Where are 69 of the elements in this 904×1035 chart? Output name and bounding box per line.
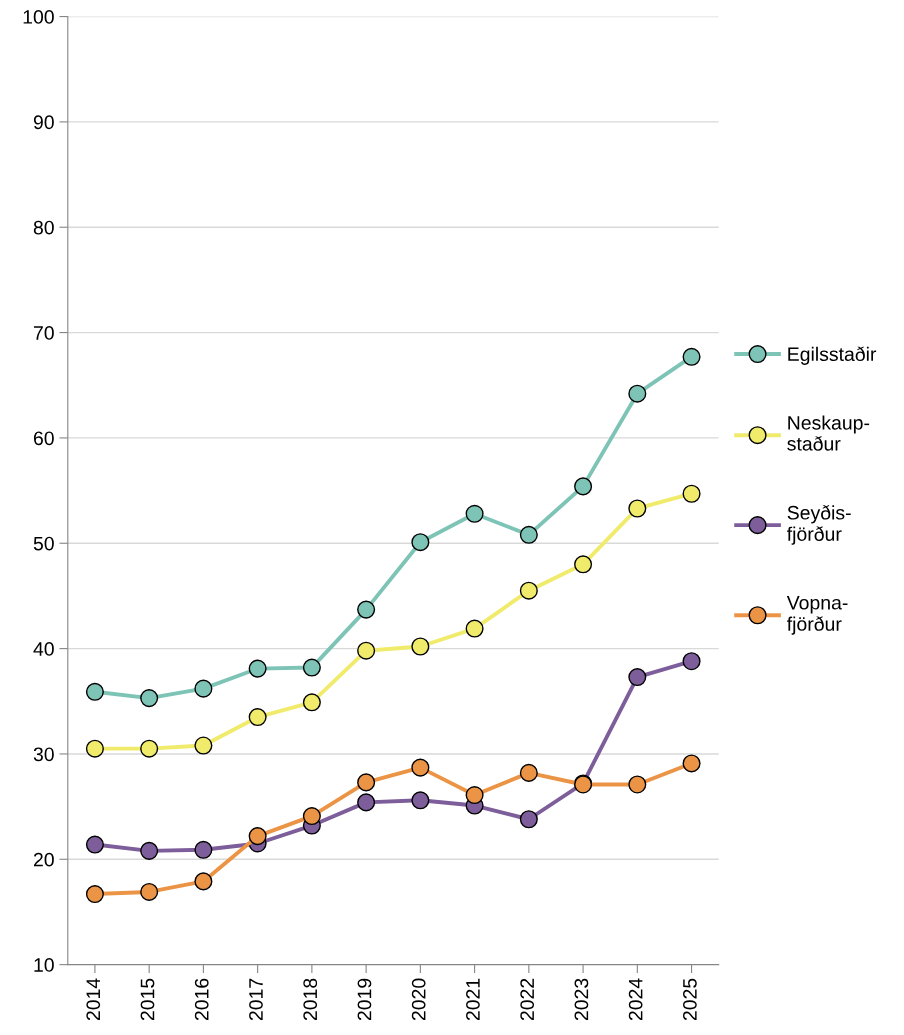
x-tick-label: 2016 <box>194 978 209 1021</box>
point <box>628 668 647 687</box>
point <box>411 791 430 810</box>
point <box>194 736 213 755</box>
x-tick-label: 2015 <box>140 978 155 1021</box>
point <box>628 384 647 403</box>
point <box>194 872 213 891</box>
point <box>140 841 159 860</box>
y-tick-label: 50 <box>33 536 54 551</box>
point <box>682 484 701 503</box>
point <box>302 693 321 712</box>
point <box>248 827 267 846</box>
legend-label: Seyðis- fjörður <box>787 505 851 545</box>
point <box>85 739 104 758</box>
point <box>574 477 593 496</box>
x-tick-label: 2024 <box>628 978 643 1021</box>
y-tick-label: 20 <box>33 852 54 867</box>
point <box>140 689 159 708</box>
point <box>411 533 430 552</box>
y-tick-label: 30 <box>33 747 54 762</box>
point <box>628 499 647 518</box>
point <box>357 773 376 792</box>
point <box>248 659 267 678</box>
point <box>682 754 701 773</box>
y-tick-label: 60 <box>33 431 54 446</box>
x-tick-label: 2017 <box>249 978 263 1021</box>
point <box>302 658 321 677</box>
point <box>465 504 484 523</box>
point <box>140 739 159 758</box>
point <box>519 763 538 782</box>
point <box>194 679 213 698</box>
point <box>357 793 376 812</box>
y-tick-label: 40 <box>33 642 54 656</box>
point <box>519 581 538 600</box>
legend-label: Vopna- fjörður <box>786 596 848 635</box>
y-tick-label: 10 <box>34 958 54 972</box>
point <box>194 840 213 859</box>
point <box>411 758 430 777</box>
point <box>357 600 376 619</box>
x-tick-label: 2025 <box>683 978 697 1021</box>
legend-label: Neskaup- staður <box>787 415 870 451</box>
point <box>85 835 104 854</box>
point <box>140 882 159 901</box>
point <box>248 708 267 727</box>
point <box>682 652 701 671</box>
point <box>465 619 484 638</box>
y-tick-label: 80 <box>33 220 54 235</box>
point <box>411 637 430 656</box>
point <box>465 785 484 805</box>
point <box>574 555 593 574</box>
x-tick-label: 2019 <box>357 978 372 1021</box>
x-tick-label: 2022 <box>520 978 535 1021</box>
x-tick-label: 2021 <box>466 978 480 1021</box>
point <box>628 775 647 794</box>
x-tick-label: 2014 <box>86 978 101 1021</box>
y-tick-label: 100 <box>23 10 54 24</box>
point <box>85 885 104 904</box>
point <box>302 807 321 826</box>
x-tick-label: 2023 <box>574 978 589 1021</box>
point <box>519 810 538 829</box>
y-tick-label: 90 <box>33 115 54 130</box>
y-tick-label: 70 <box>33 326 54 340</box>
point <box>85 682 104 701</box>
point <box>682 347 701 366</box>
legend-label: Egilsstaðir <box>788 346 877 365</box>
point <box>357 641 376 660</box>
x-tick-label: 2018 <box>303 978 318 1021</box>
point <box>519 525 538 544</box>
x-tick-label: 2020 <box>411 978 426 1021</box>
